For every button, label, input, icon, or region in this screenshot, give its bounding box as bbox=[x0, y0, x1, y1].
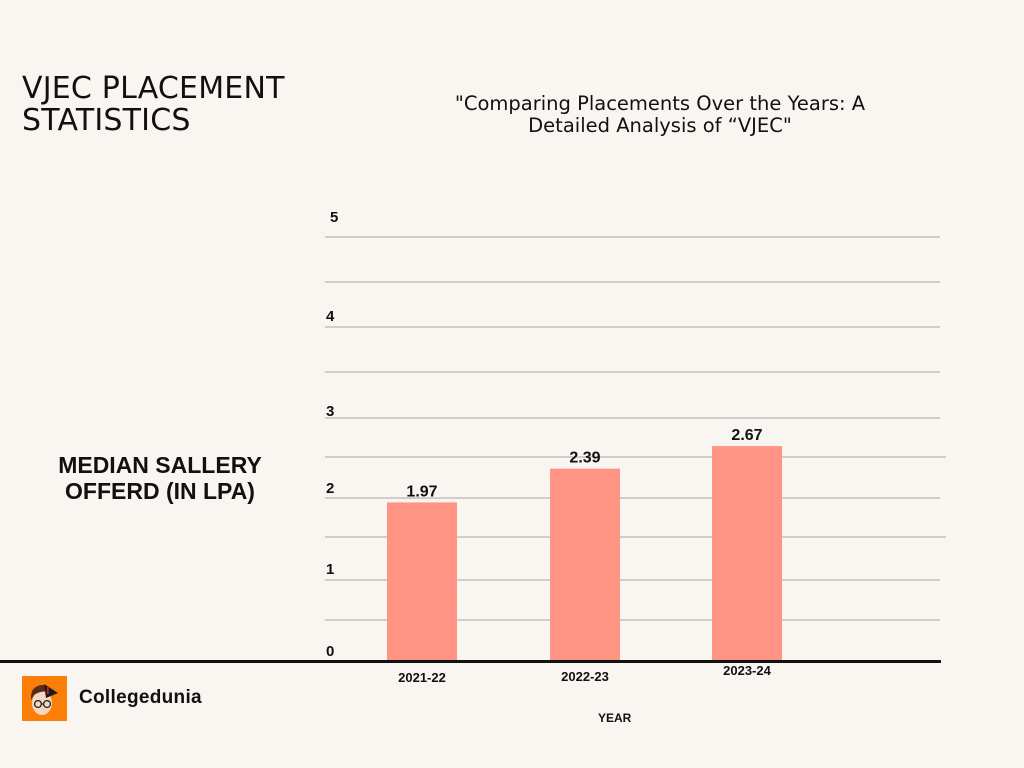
bar-2021-22 bbox=[387, 502, 457, 661]
y-tick-label: 0 bbox=[326, 643, 334, 660]
y-tick-label: 2 bbox=[326, 480, 334, 497]
bar-2023-24 bbox=[712, 446, 782, 661]
collegedunia-mascot-icon bbox=[22, 675, 67, 721]
x-tick-label: 2021-22 bbox=[398, 670, 446, 685]
y-tick-label: 5 bbox=[330, 209, 338, 226]
y-tick-label: 3 bbox=[326, 403, 334, 420]
page-title: VJEC PLACEMENT STATISTICS bbox=[22, 71, 285, 138]
bar-2022-23 bbox=[550, 468, 620, 661]
y-tick-label: 4 bbox=[326, 308, 335, 325]
data-label: 1.97 bbox=[406, 483, 437, 500]
chart-subtitle: "Comparing Placements Over the Years: A … bbox=[454, 92, 866, 137]
brand-name: Collegedunia bbox=[79, 687, 202, 708]
y-tick-label: 1 bbox=[326, 561, 334, 578]
data-label: 2.67 bbox=[731, 427, 762, 444]
x-tick-label: 2022-23 bbox=[561, 669, 609, 684]
data-label: 2.39 bbox=[569, 450, 600, 467]
y-axis-title: MEDIAN SALLERY OFFERD (IN LPA) bbox=[58, 452, 262, 504]
x-tick-label: 2023-24 bbox=[723, 663, 771, 678]
brand: Collegedunia bbox=[22, 675, 202, 721]
x-axis-title: YEAR bbox=[598, 711, 632, 725]
